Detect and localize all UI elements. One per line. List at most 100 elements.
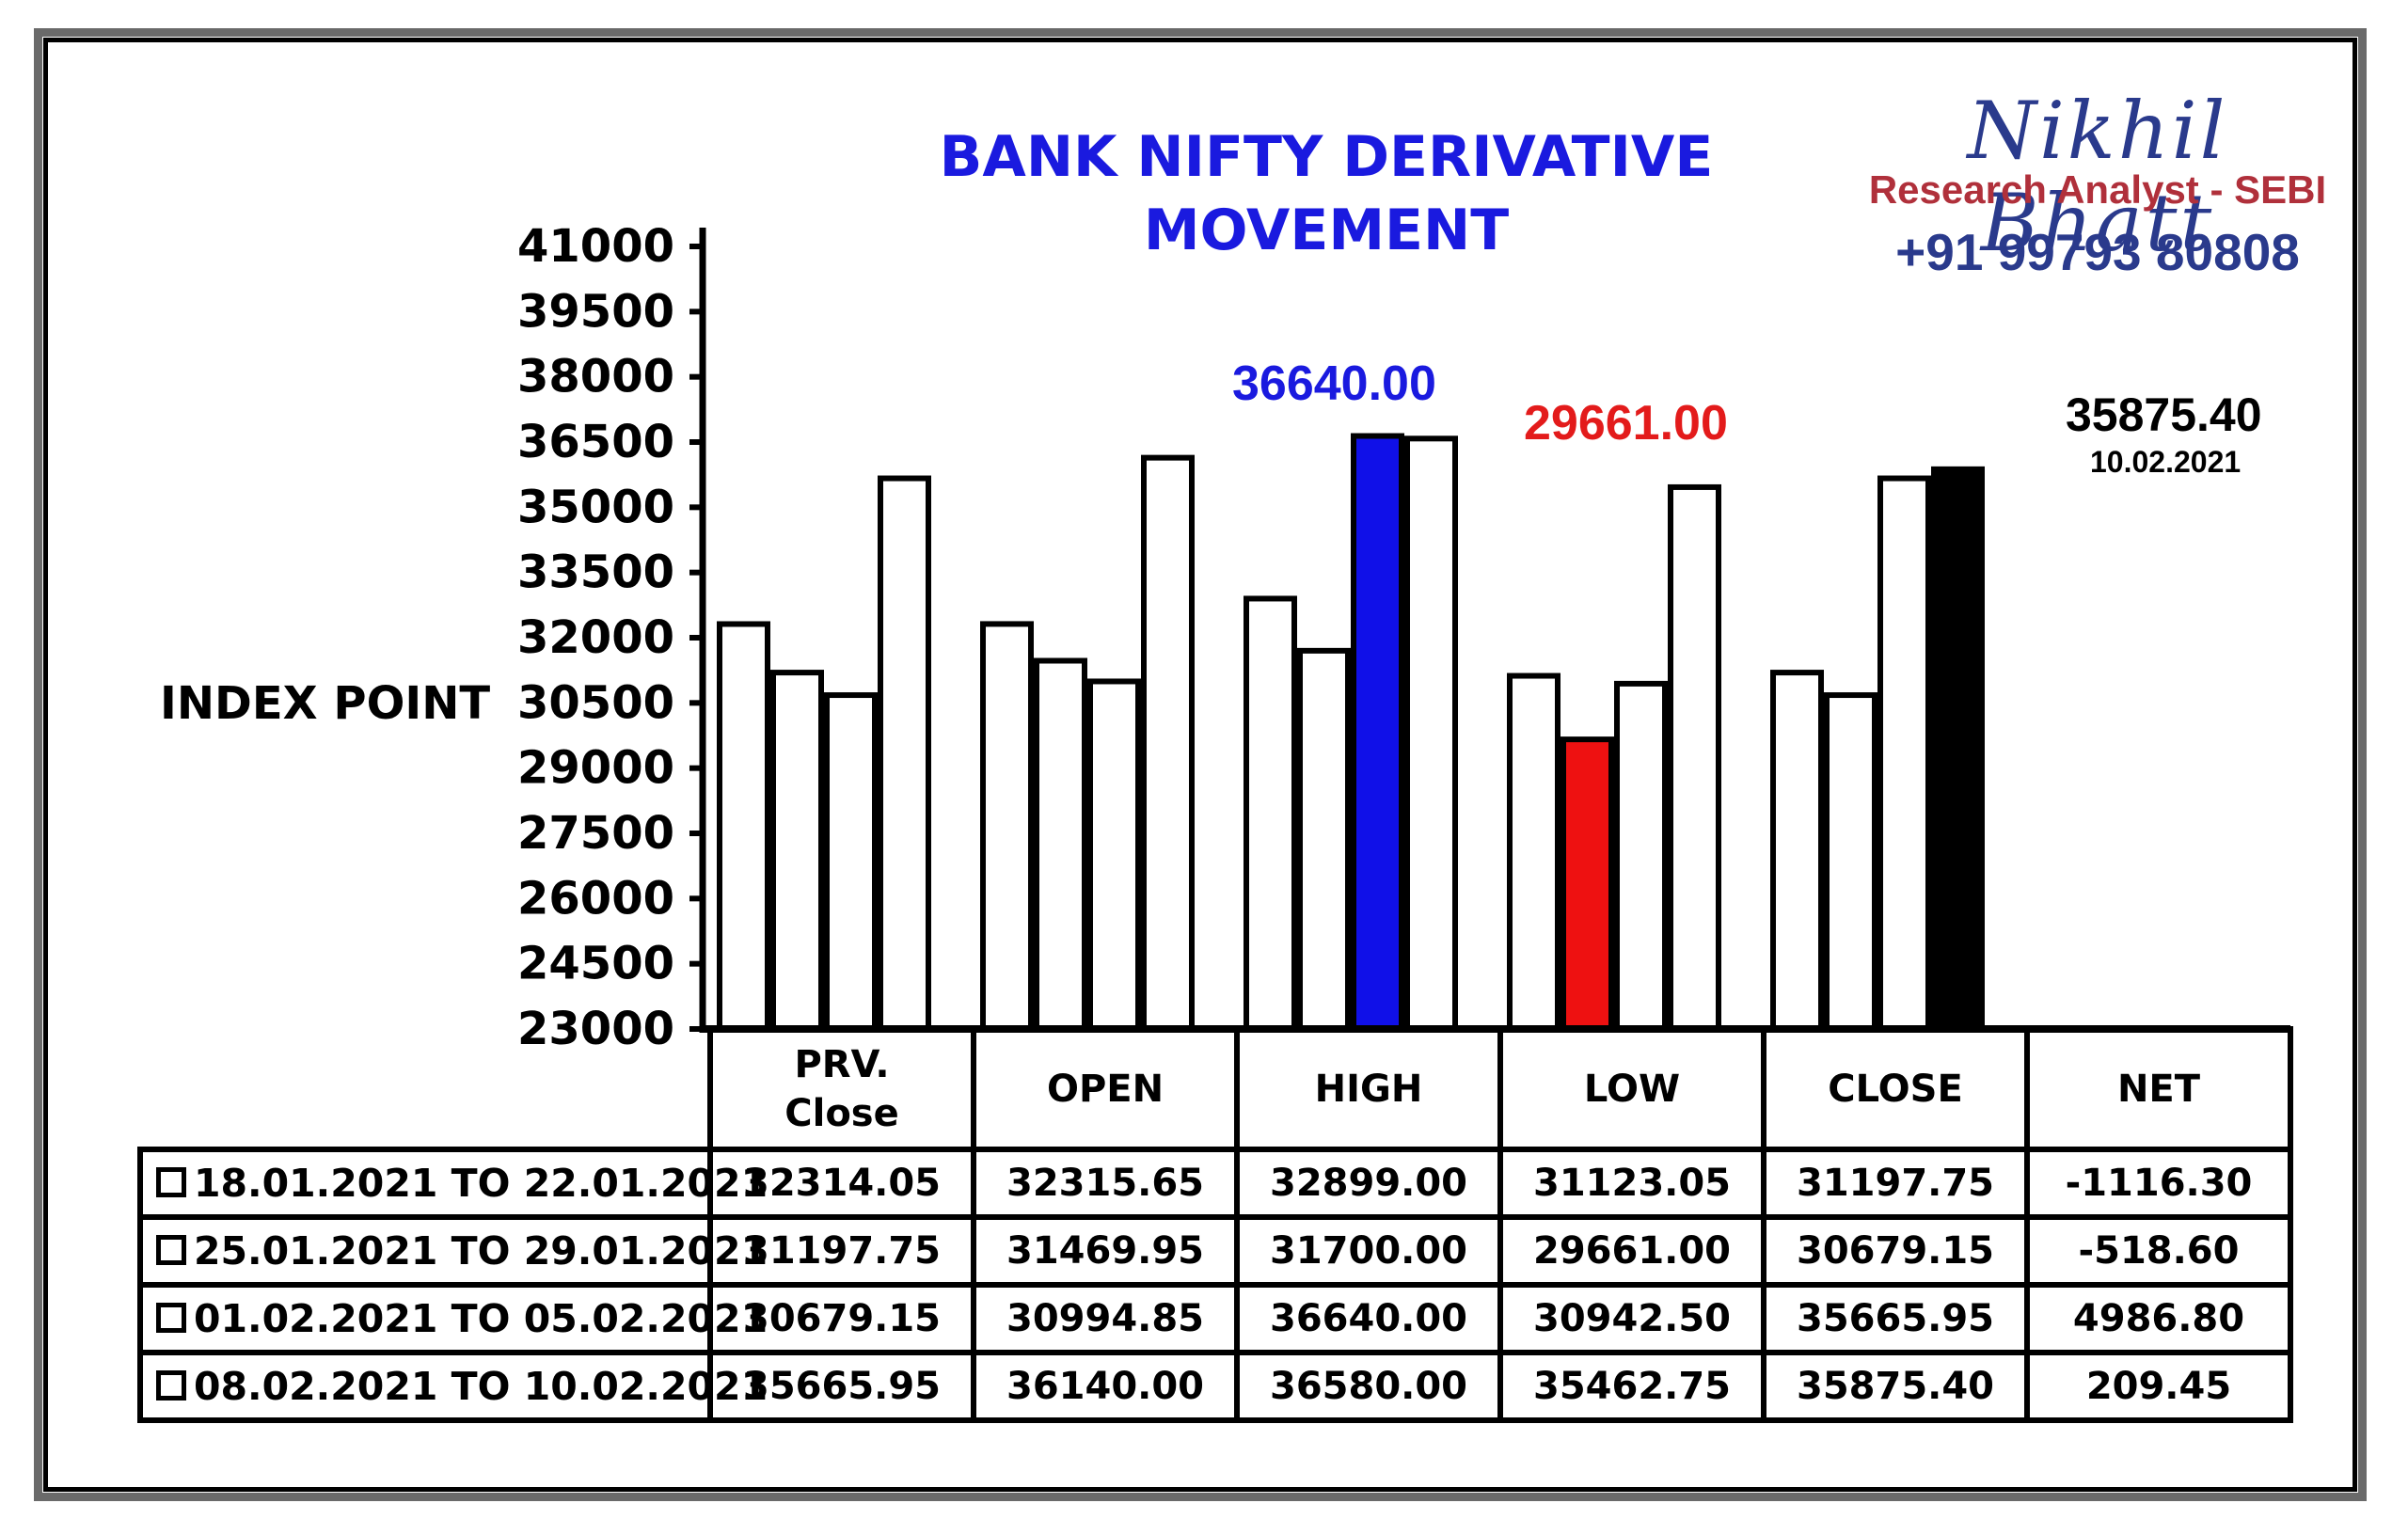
column-header-text: NET xyxy=(2116,1068,2201,1111)
y-tick-label: 24500 xyxy=(517,938,674,990)
table-cell: 31197.75 xyxy=(1761,1147,2030,1220)
outer-border xyxy=(34,28,2367,1501)
series-legend-cell: 08.02.2021 TO 10.02.2021 xyxy=(137,1350,768,1423)
data-table: PRV. Close OPEN HIGH LOW CLOSE NET 18.01.2021 T… xyxy=(137,1026,2293,1423)
y-tick-label: 36500 xyxy=(517,416,674,468)
table-corner xyxy=(140,1029,710,1149)
bar xyxy=(1668,483,1721,1032)
y-tick-label: 32000 xyxy=(517,611,674,664)
table-cell: 31700.00 xyxy=(1234,1214,1503,1288)
table-cell: 31123.05 xyxy=(1497,1147,1766,1220)
bar xyxy=(1770,670,1824,1032)
y-tick-label: 29000 xyxy=(517,742,674,795)
chart-title-line-2: MOVEMENT xyxy=(1143,198,1510,263)
bar xyxy=(1931,466,1985,1032)
table-row: 08.02.2021 TO 10.02.2021 35665.95 36140.00… xyxy=(137,1350,2293,1423)
bar xyxy=(1034,657,1087,1032)
high-callout: 36640.00 xyxy=(1232,356,1436,411)
bar xyxy=(824,692,878,1032)
bar xyxy=(1141,454,1195,1032)
legend-swatch xyxy=(156,1303,186,1333)
y-tick-label: 39500 xyxy=(517,285,674,338)
table-cell: 30942.50 xyxy=(1497,1282,1766,1355)
column-header-text: PRV. xyxy=(794,1043,890,1086)
close-callout-value: 35875.40 xyxy=(2066,388,2262,441)
table-column-header: LOW xyxy=(1497,1026,1766,1152)
y-tick-label: 35000 xyxy=(517,481,674,533)
table-cell: 35462.75 xyxy=(1497,1350,1766,1423)
y-tick-label: 23000 xyxy=(517,1003,674,1055)
close-callout-date: 10.02.2021 xyxy=(2090,445,2242,479)
table-cell: 209.45 xyxy=(2024,1350,2293,1423)
series-name: 01.02.2021 TO 05.02.2021 xyxy=(194,1296,768,1341)
inner-border xyxy=(43,38,2357,1492)
bar xyxy=(1824,692,1877,1032)
series-legend-cell: 18.01.2021 TO 22.01.2021 xyxy=(137,1147,768,1220)
column-header-text: CLOSE xyxy=(1828,1068,1963,1111)
table-cell: 32899.00 xyxy=(1234,1147,1503,1220)
table-cell: 36640.00 xyxy=(1234,1282,1503,1355)
table-cell: 29661.00 xyxy=(1497,1214,1766,1288)
series-name: 08.02.2021 TO 10.02.2021 xyxy=(194,1364,768,1409)
table-column-header: CLOSE xyxy=(1761,1026,2030,1152)
brand-phone: +91 99793 80808 xyxy=(1895,223,2300,281)
y-tick-label: 41000 xyxy=(517,220,674,273)
low-callout: 29661.00 xyxy=(1524,396,1728,451)
chart-title-line-1: BANK NIFTY DERIVATIVE xyxy=(939,124,1714,190)
table-row: 18.01.2021 TO 22.01.2021 32314.05 32315.65… xyxy=(137,1147,2293,1220)
brand-name: Nikhil Bhatt xyxy=(1967,85,2228,269)
bar xyxy=(1877,475,1931,1032)
legend-swatch xyxy=(156,1370,186,1400)
bar xyxy=(1087,678,1141,1032)
column-header-text: OPEN xyxy=(1046,1068,1164,1111)
bar xyxy=(770,670,824,1032)
y-tick-label: 26000 xyxy=(517,872,674,925)
bar xyxy=(980,621,1034,1033)
table-cell: -1116.30 xyxy=(2024,1147,2293,1220)
column-header-text: HIGH xyxy=(1314,1068,1423,1111)
bar xyxy=(1614,680,1668,1032)
table-cell: 35665.95 xyxy=(707,1350,976,1423)
table-cell: 35665.95 xyxy=(1761,1282,2030,1355)
column-header-text: Close xyxy=(784,1092,899,1135)
table-row: 25.01.2021 TO 29.01.2021 31197.75 31469.95… xyxy=(137,1214,2293,1288)
y-tick-label: 38000 xyxy=(517,351,674,404)
table-column-header: NET xyxy=(2024,1026,2293,1152)
table-cell: 31197.75 xyxy=(707,1214,976,1288)
table-cell: 4986.80 xyxy=(2024,1282,2293,1355)
series-name: 18.01.2021 TO 22.01.2021 xyxy=(194,1161,768,1206)
bar xyxy=(1507,673,1560,1033)
bar xyxy=(1351,433,1404,1033)
table-column-header: HIGH xyxy=(1234,1026,1503,1152)
bar xyxy=(1404,435,1458,1032)
y-tick-label: 30500 xyxy=(517,676,674,729)
legend-swatch xyxy=(156,1167,186,1197)
table-cell: 30994.85 xyxy=(971,1282,1240,1355)
table-cell: 30679.15 xyxy=(1761,1214,2030,1288)
table-row: 01.02.2021 TO 05.02.2021 30679.15 30994.85… xyxy=(137,1282,2293,1355)
y-tick-label: 33500 xyxy=(517,546,674,599)
table-cell: 36580.00 xyxy=(1234,1350,1503,1423)
bar xyxy=(1560,736,1614,1032)
series-name: 25.01.2021 TO 29.01.2021 xyxy=(194,1228,768,1274)
table-cell: 32315.65 xyxy=(971,1147,1240,1220)
brand-role: Research Analyst - SEBI xyxy=(1868,167,2327,212)
table-cell: -518.60 xyxy=(2024,1214,2293,1288)
table-column-header: PRV. Close xyxy=(707,1026,976,1152)
legend-swatch xyxy=(156,1235,186,1265)
table-cell: 31469.95 xyxy=(971,1214,1240,1288)
table-header-row: PRV. Close OPEN HIGH LOW CLOSE NET xyxy=(140,1026,2293,1152)
table-cell: 32314.05 xyxy=(707,1147,976,1220)
table-cell: 35875.40 xyxy=(1761,1350,2030,1423)
y-tick-label: 27500 xyxy=(517,807,674,860)
bar xyxy=(1297,647,1351,1032)
table-cell: 36140.00 xyxy=(971,1350,1240,1423)
bar xyxy=(717,621,770,1032)
table-cell: 30679.15 xyxy=(707,1282,976,1355)
table-column-header: OPEN xyxy=(971,1026,1240,1152)
y-axis-label: INDEX POINT xyxy=(160,677,491,730)
bar xyxy=(878,475,931,1032)
column-header-text: LOW xyxy=(1583,1068,1681,1111)
bar xyxy=(1244,595,1297,1032)
series-legend-cell: 01.02.2021 TO 05.02.2021 xyxy=(137,1282,768,1355)
